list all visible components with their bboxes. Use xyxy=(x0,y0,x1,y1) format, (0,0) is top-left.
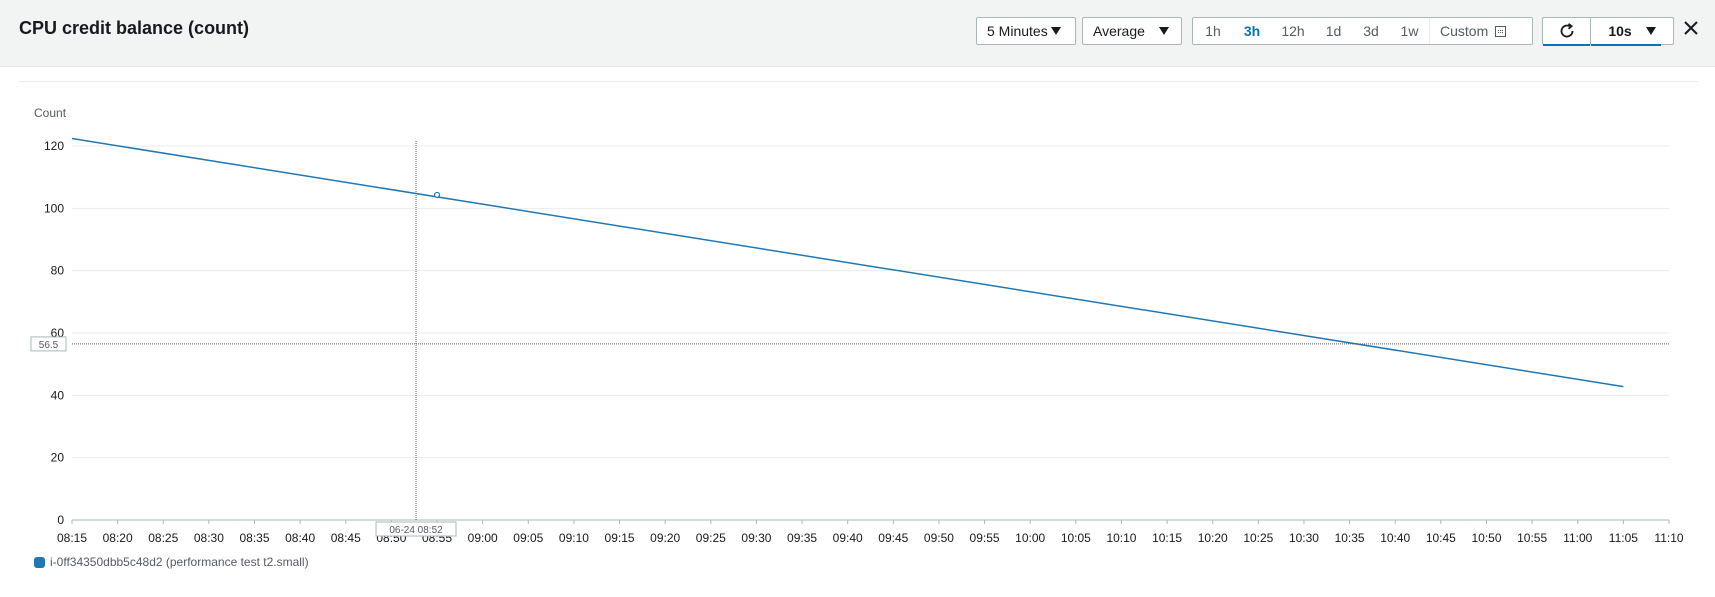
range-3d[interactable]: 3d xyxy=(1363,23,1379,39)
refresh-interval-value: 10s xyxy=(1608,23,1632,39)
hover-point xyxy=(433,191,441,199)
crosshair-x-label-box xyxy=(375,521,457,537)
statistic-value: Average xyxy=(1093,23,1145,39)
panel-header: CPU credit balance (count) 5 Minutes Ave… xyxy=(0,0,1715,67)
x-tick-label: 09:15 xyxy=(605,531,635,545)
x-tick-label: 10:55 xyxy=(1517,531,1547,545)
x-tick-label: 08:15 xyxy=(57,531,87,545)
x-tick-label: 09:55 xyxy=(970,531,1000,545)
x-tick-label: 10:50 xyxy=(1471,531,1501,545)
x-tick-label: 09:00 xyxy=(468,531,498,545)
period-value: 5 Minutes xyxy=(987,23,1048,39)
x-tick-label: 10:10 xyxy=(1106,531,1136,545)
range-1w[interactable]: 1w xyxy=(1400,23,1419,39)
y-tick-label: 100 xyxy=(44,201,64,215)
divider xyxy=(18,81,1698,82)
range-1d[interactable]: 1d xyxy=(1325,23,1342,39)
x-tick-label: 09:50 xyxy=(924,531,954,545)
y-tick-label: 0 xyxy=(57,513,64,527)
x-tick-label: 09:05 xyxy=(513,531,543,545)
x-tick-label: 10:00 xyxy=(1015,531,1045,545)
close-icon xyxy=(1684,21,1698,35)
x-tick-label: 08:40 xyxy=(285,531,315,545)
refresh-button[interactable] xyxy=(1543,18,1591,46)
refresh-interval-dropdown[interactable]: 10s xyxy=(1591,18,1673,46)
y-tick-label: 80 xyxy=(51,264,65,278)
x-tick-label: 09:45 xyxy=(878,531,908,545)
range-1h[interactable]: 1h xyxy=(1205,23,1221,39)
legend-swatch xyxy=(34,556,45,568)
x-tick-label: 10:45 xyxy=(1426,531,1456,545)
legend-series-label[interactable]: i-0ff34350dbb5c48d2 (performance test t2… xyxy=(50,555,309,569)
custom-range-label: Custom xyxy=(1440,23,1489,39)
x-tick-label: 09:40 xyxy=(833,531,863,545)
crosshair-x-label: 06-24 08:52 xyxy=(389,525,443,536)
y-axis-label: Count xyxy=(34,106,67,120)
x-tick-label: 08:35 xyxy=(239,531,269,545)
calendar-icon xyxy=(1495,25,1507,37)
close-button[interactable] xyxy=(1680,16,1702,40)
x-tick-label: 09:10 xyxy=(559,531,589,545)
x-tick-label: 10:30 xyxy=(1289,531,1319,545)
x-tick-label: 08:30 xyxy=(194,531,224,545)
x-tick-label: 09:30 xyxy=(741,531,771,545)
x-tick-label: 09:25 xyxy=(696,531,726,545)
series-line xyxy=(71,137,1624,388)
range-12h[interactable]: 12h xyxy=(1281,23,1305,39)
time-range-selector: 1h 3h 12h 1d 3d 1w Custom xyxy=(1192,17,1533,45)
y-tick-label: 120 xyxy=(44,139,64,153)
legend: i-0ff34350dbb5c48d2 (performance test t2… xyxy=(34,555,309,569)
statistic-dropdown[interactable]: Average xyxy=(1082,17,1182,45)
x-tick-label: 09:20 xyxy=(650,531,680,545)
x-tick-label: 09:35 xyxy=(787,531,817,545)
x-tick-label: 11:05 xyxy=(1609,531,1638,545)
x-tick-label: 10:20 xyxy=(1198,531,1228,545)
range-3h[interactable]: 3h xyxy=(1243,23,1261,39)
x-tick-label: 10:40 xyxy=(1380,531,1410,545)
caret-down-icon xyxy=(1645,27,1656,35)
x-tick-label: 10:25 xyxy=(1243,531,1273,545)
interval-active-indicator xyxy=(1591,44,1661,46)
x-tick-label: 10:35 xyxy=(1335,531,1365,545)
crosshair-y-label: 56.5 xyxy=(39,340,59,351)
x-tick-label: 10:05 xyxy=(1061,531,1091,545)
x-tick-label: 11:00 xyxy=(1563,531,1592,545)
crosshair-y-label-box xyxy=(30,336,67,352)
refresh-icon xyxy=(1560,23,1573,38)
x-tick-label: 08:20 xyxy=(103,531,133,545)
x-tick-label: 10:15 xyxy=(1152,531,1182,545)
refresh-control: 10s xyxy=(1542,17,1674,46)
y-tick-label: 40 xyxy=(51,388,65,402)
panel-title: CPU credit balance (count) xyxy=(19,18,250,38)
custom-range-button[interactable]: Custom xyxy=(1429,18,1507,44)
x-tick-label: 08:45 xyxy=(331,531,361,545)
y-tick-label: 20 xyxy=(51,451,65,465)
x-tick-label: 08:25 xyxy=(148,531,178,545)
x-tick-label: 11:10 xyxy=(1654,531,1683,545)
caret-down-icon xyxy=(1159,27,1169,35)
caret-down-icon xyxy=(1050,27,1061,35)
period-dropdown[interactable]: 5 Minutes xyxy=(976,17,1076,45)
refresh-active-indicator xyxy=(1543,44,1590,46)
